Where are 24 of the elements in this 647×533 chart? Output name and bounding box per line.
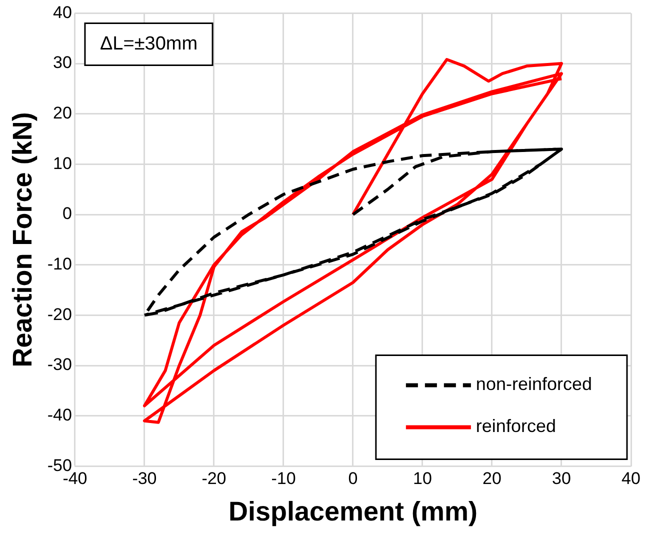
- x-tick-label: -20: [202, 469, 226, 488]
- x-tick-label: 30: [552, 469, 571, 488]
- y-tick-label: 10: [53, 154, 72, 173]
- legend-label: reinforced: [476, 416, 556, 436]
- y-tick-label: -30: [47, 355, 72, 374]
- annotation: ΔL=±30mm: [100, 33, 198, 54]
- x-tick-label: 20: [482, 469, 502, 488]
- y-tick-label: -10: [47, 254, 72, 274]
- y-tick-label: 40: [53, 2, 72, 22]
- x-tick-label: 40: [622, 469, 640, 488]
- x-tick-label: 10: [413, 469, 432, 488]
- x-tick-label: -10: [271, 469, 296, 488]
- x-tick-label: -30: [132, 469, 157, 488]
- y-tick-label: -20: [47, 304, 72, 324]
- x-axis-title: Displacement (mm): [228, 496, 478, 526]
- y-tick-label: 20: [53, 104, 72, 123]
- legend-label: non-reinforced: [476, 374, 592, 394]
- y-tick-label: 0: [62, 204, 72, 224]
- y-tick-label: 30: [53, 53, 72, 72]
- y-tick-label: -50: [47, 456, 72, 475]
- y-tick-label: -40: [47, 406, 72, 425]
- x-tick-label: 0: [348, 469, 358, 488]
- line-series: [142, 148, 563, 317]
- y-axis-title: Reaction Force (kN): [8, 112, 38, 368]
